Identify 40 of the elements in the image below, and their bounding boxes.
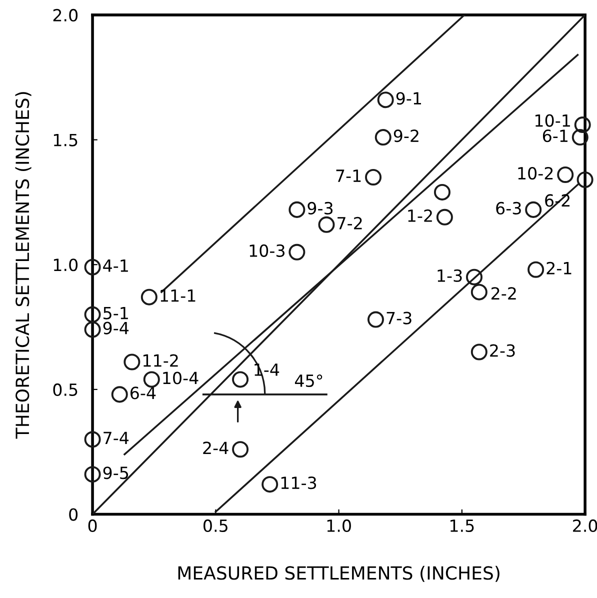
annotation: 4-1 [103,260,128,272]
annotation: 5-1 [104,306,128,320]
annotation: 10-3 [250,244,284,257]
annotation: 6-4 [130,386,156,400]
annotation: 7-2 [338,216,362,230]
y-tick-label: 0 [69,508,78,521]
x-tick-label: 0 [88,519,97,532]
annotation: 11-2 [143,354,178,367]
annotation: 2-3 [490,344,515,357]
y-axis-title: THEORETICAL SETTLEMENTS (INCHES) [15,92,32,439]
annotation: 10-4 [163,372,198,384]
annotation: 11-3 [281,476,316,490]
annotation: 2-1 [546,262,572,274]
y-tick-label: 1.0 [54,258,78,272]
annotation: 7-4 [104,432,129,444]
annotation: 7-3 [386,312,412,324]
annotation: 6-1 [542,130,568,142]
annotation: 6-3 [496,202,521,215]
annotation: 10-1 [535,114,570,127]
x-axis-title: MEASURED SETTLEMENTS (INCHES) [178,566,500,582]
x-tick-label: 2.0 [573,519,597,532]
annotation: 11-1 [160,290,196,302]
annotation: 9-1 [396,92,421,105]
annotation: 9-4 [103,322,129,334]
annotation: 10-2 [518,166,553,180]
y-tick-label: 2.0 [53,8,78,22]
y-tick-label: 0.5 [53,383,78,396]
annotation: 9-3 [308,202,333,215]
annotation: 9-2 [394,130,418,142]
annotation: 9-5 [103,466,128,480]
annotation: 7-1 [336,170,361,182]
x-tick-label: 1.5 [450,520,474,532]
x-tick-label: 0.5 [204,519,228,532]
y-tick-label: 1.5 [54,134,78,146]
x-tick-label: 1.0 [327,519,351,532]
annotation: 2-2 [492,287,516,300]
annotation: 1-3 [438,269,462,282]
annotation: 2-4 [203,442,228,454]
annotation: 45° [294,374,322,388]
annotation: 1-2 [408,209,432,222]
